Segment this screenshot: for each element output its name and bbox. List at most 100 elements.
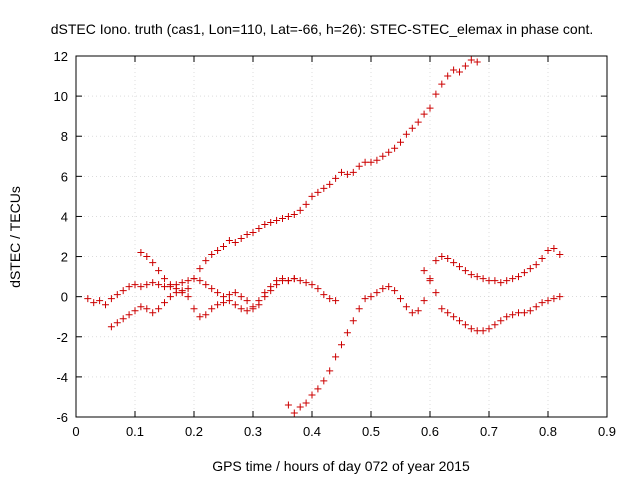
data-point xyxy=(349,317,357,325)
data-point xyxy=(96,297,104,305)
data-point xyxy=(467,325,475,333)
data-point xyxy=(343,329,351,337)
data-point xyxy=(184,293,192,301)
data-point xyxy=(343,170,351,178)
data-point xyxy=(456,263,463,271)
data-point xyxy=(267,218,275,226)
data-point xyxy=(249,228,257,236)
data-point xyxy=(538,299,546,307)
data-point xyxy=(379,285,387,293)
data-point xyxy=(314,285,322,293)
data-point xyxy=(84,295,92,303)
series-5 xyxy=(420,267,564,335)
data-point xyxy=(479,327,487,335)
y-axis-label: dSTEC / TECUs xyxy=(7,186,23,288)
data-point xyxy=(338,341,345,349)
data-point xyxy=(438,80,446,88)
data-point xyxy=(107,295,115,303)
data-point xyxy=(520,269,528,277)
data-point xyxy=(243,307,251,315)
data-point xyxy=(284,277,292,285)
x-tick-label: 0.3 xyxy=(244,424,262,439)
data-point xyxy=(202,311,210,319)
data-point xyxy=(450,66,458,74)
data-point xyxy=(338,168,345,176)
data-point xyxy=(231,239,239,247)
data-point xyxy=(296,206,304,214)
data-point xyxy=(326,180,334,188)
data-point xyxy=(444,72,452,80)
x-tick-label: 0.7 xyxy=(480,424,498,439)
data-point xyxy=(420,267,428,275)
data-point xyxy=(137,249,145,257)
data-point xyxy=(184,277,192,285)
data-point xyxy=(326,295,334,303)
data-point xyxy=(538,255,546,263)
data-point xyxy=(220,243,227,251)
data-point xyxy=(255,224,263,232)
data-point xyxy=(320,184,328,192)
x-tick-label: 0.2 xyxy=(185,424,203,439)
data-point xyxy=(155,267,163,275)
data-point xyxy=(526,265,534,273)
data-points xyxy=(84,56,564,417)
data-point xyxy=(284,401,292,409)
data-point xyxy=(532,261,540,269)
data-point xyxy=(208,251,216,259)
data-point xyxy=(497,317,505,325)
data-point xyxy=(196,265,204,273)
data-point xyxy=(355,305,363,313)
data-point xyxy=(225,291,233,299)
data-point xyxy=(149,279,157,287)
data-point xyxy=(515,273,522,281)
data-point xyxy=(526,307,534,315)
data-point xyxy=(426,104,434,112)
data-point xyxy=(402,303,410,311)
data-point xyxy=(503,313,511,321)
data-point xyxy=(485,325,493,333)
data-point xyxy=(550,295,558,303)
data-point xyxy=(178,289,186,297)
data-point xyxy=(214,247,222,255)
data-point xyxy=(397,138,404,146)
data-point xyxy=(456,68,463,76)
data-point xyxy=(243,297,251,305)
y-axis-tick-labels: -6 -4 -2 0 2 4 6 8 10 12 xyxy=(54,49,68,425)
data-point xyxy=(172,285,180,293)
data-point xyxy=(143,281,151,289)
data-point xyxy=(302,399,310,407)
data-point xyxy=(161,283,168,291)
data-point xyxy=(491,277,499,285)
data-point xyxy=(284,212,292,220)
data-point xyxy=(296,403,304,411)
data-point xyxy=(155,305,163,313)
data-point xyxy=(332,297,340,305)
data-point xyxy=(426,277,434,285)
data-point xyxy=(214,289,222,297)
data-point xyxy=(302,200,310,208)
data-point xyxy=(166,293,174,301)
data-point xyxy=(550,245,558,253)
data-point xyxy=(296,277,304,285)
data-point xyxy=(225,297,233,305)
data-point xyxy=(408,309,416,317)
data-point xyxy=(373,289,381,297)
data-point xyxy=(220,293,227,301)
y-tick-label: -2 xyxy=(56,330,68,345)
data-point xyxy=(113,291,121,299)
data-point xyxy=(143,305,151,313)
data-point xyxy=(532,303,540,311)
data-point xyxy=(432,289,440,297)
data-point xyxy=(202,257,210,265)
y-tick-label: 0 xyxy=(61,290,68,305)
data-point xyxy=(302,279,310,287)
data-point xyxy=(432,90,440,98)
data-point xyxy=(279,214,286,222)
axis-ticks xyxy=(75,55,608,418)
data-point xyxy=(184,285,192,293)
data-point xyxy=(308,391,316,399)
data-point xyxy=(556,293,564,301)
data-point xyxy=(137,283,145,291)
series-4 xyxy=(284,245,564,417)
